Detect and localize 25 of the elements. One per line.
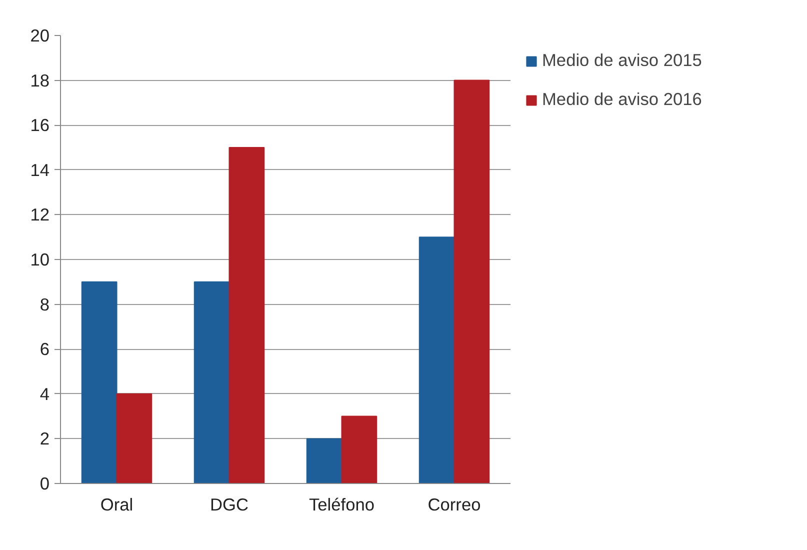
legend-label: Medio de aviso 2015 <box>542 50 702 71</box>
bar <box>341 416 378 484</box>
bar <box>228 147 265 484</box>
y-tick-label: 20 <box>30 26 50 46</box>
bar <box>116 393 152 484</box>
bar <box>81 281 118 484</box>
y-tick-label: 8 <box>40 294 50 314</box>
y-tick-label: 2 <box>40 428 50 449</box>
legend-label: Medio de aviso 2016 <box>542 89 702 110</box>
bar <box>454 80 490 484</box>
bar <box>418 236 455 484</box>
y-tick-label: 0 <box>40 474 50 494</box>
y-tick-label: 12 <box>30 204 50 225</box>
y-tick-label: 18 <box>30 70 50 90</box>
y-tick-label: 4 <box>40 384 50 404</box>
y-tick-label: 14 <box>30 160 50 180</box>
y-tick-label: 6 <box>40 339 50 360</box>
bar <box>306 438 342 484</box>
y-tick-label: 10 <box>30 250 50 270</box>
x-tick-label: DGC <box>210 494 249 514</box>
x-tick-label: Correo <box>428 494 481 514</box>
y-tick-label: 16 <box>30 115 50 136</box>
x-tick-label: Oral <box>100 494 134 514</box>
x-tick-label: Teléfono <box>308 494 375 514</box>
bar <box>194 281 230 484</box>
